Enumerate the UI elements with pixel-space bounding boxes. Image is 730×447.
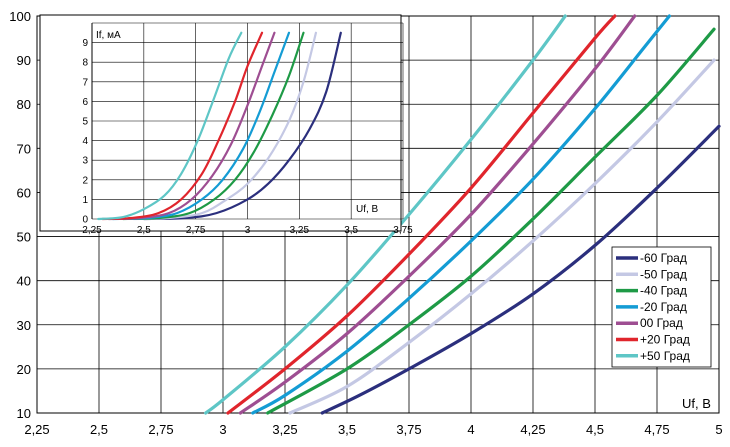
inset-series-line — [111, 31, 291, 221]
inset-x-tick-label: 2,75 — [186, 225, 206, 236]
main-y-tick-label: 60 — [17, 185, 31, 200]
main-series-line — [251, 14, 671, 415]
main-x-axis-label: Uf, В — [682, 396, 711, 411]
inset-x-tick-label: 3,25 — [290, 225, 310, 236]
main-x-tick-label: 3 — [219, 422, 226, 437]
main-x-tick-label: 3,5 — [338, 422, 356, 437]
main-y-tick-label: 30 — [17, 318, 31, 333]
main-x-tick-label: 4,5 — [586, 422, 604, 437]
inset-y-tick-label: 0 — [82, 215, 88, 226]
inset-gridlines — [91, 22, 404, 220]
inset-y-axis-label: If, мА — [96, 30, 121, 41]
inset-x-axis-label: Uf, В — [356, 204, 379, 215]
main-y-tick-label: 10 — [17, 406, 31, 421]
inset-y-tick-label: 7 — [82, 77, 88, 88]
main-x-tick-label: 4,25 — [520, 422, 545, 437]
main-x-tick-label: 3,75 — [396, 422, 421, 437]
legend-label: -40 Град — [640, 284, 687, 298]
legend: -60 Град -50 Град -40 Град -20 Град 00 Град +… — [611, 246, 712, 368]
inset-series-line — [132, 31, 318, 221]
inset-series-line — [101, 31, 264, 221]
inset-y-tick-label: 3 — [82, 156, 88, 167]
main-series-line — [320, 124, 721, 415]
inset-y-tick-label: 8 — [82, 58, 88, 69]
main-series-line — [204, 14, 567, 415]
inset-x-tick-label: 3 — [245, 225, 251, 236]
main-tick-labels: 2,25 2,5 2,75 3 3,25 3,5 3,75 4 4,25 4,5 4,75 51020… — [9, 9, 722, 437]
inset-background — [39, 14, 402, 232]
legend-label: +20 Град — [640, 333, 690, 347]
main-series-line — [288, 58, 716, 415]
inset-chart: 2,25 2,5 2,75 3 3,25 3,5 3,75 0 1 2 3 4 5 6 7 8 9 If, мА U… — [39, 14, 413, 236]
inset-y-tick-label: 6 — [82, 97, 88, 108]
inset-series-line — [97, 31, 243, 221]
inset-x-tick-label: 2,5 — [137, 225, 151, 236]
inset-y-tick-label: 2 — [82, 175, 88, 186]
inset-x-tick-label: 2,25 — [82, 225, 102, 236]
main-x-tick-label: 2,25 — [24, 422, 49, 437]
main-series-line — [226, 14, 617, 415]
inset-y-tick-label: 1 — [82, 195, 88, 206]
main-y-tick-label: 50 — [17, 230, 31, 245]
main-x-tick-label: 5 — [715, 422, 722, 437]
main-x-tick-label: 2,75 — [148, 422, 173, 437]
inset-series — [97, 31, 342, 221]
inset-series-line — [107, 31, 276, 221]
inset-series-line — [142, 31, 342, 221]
main-y-tick-label: 90 — [17, 53, 31, 68]
main-series-line — [266, 27, 716, 415]
legend-label: -50 Град — [640, 267, 687, 281]
legend-label: -20 Град — [640, 300, 687, 314]
main-y-tick-label: 70 — [17, 141, 31, 156]
main-x-tick-label: 3,25 — [272, 422, 297, 437]
inset-y-tick-label: 9 — [82, 38, 88, 49]
inset-tick-labels: 2,25 2,5 2,75 3 3,25 3,5 3,75 0 1 2 3 4 5 6 7 8 9 — [82, 38, 413, 236]
inset-y-tick-label: 5 — [82, 117, 88, 128]
main-y-tick-label: 40 — [17, 274, 31, 289]
main-x-tick-label: 2,5 — [90, 422, 108, 437]
main-series — [204, 14, 721, 415]
inset-series-line — [122, 31, 305, 221]
main-x-tick-label: 4,75 — [644, 422, 669, 437]
main-series-line — [238, 14, 637, 415]
main-y-tick-label: 20 — [17, 362, 31, 377]
inset-x-tick-label: 3,75 — [393, 225, 413, 236]
main-y-tick-label: 100 — [9, 9, 31, 24]
legend-label: 00 Град — [640, 316, 683, 330]
legend-label: -60 Град — [640, 251, 687, 265]
legend-label: +50 Град — [640, 349, 690, 363]
main-y-tick-label: 80 — [17, 97, 31, 112]
main-x-tick-label: 4 — [467, 422, 474, 437]
inset-y-tick-label: 4 — [82, 136, 88, 147]
inset-x-tick-label: 3,5 — [344, 225, 358, 236]
